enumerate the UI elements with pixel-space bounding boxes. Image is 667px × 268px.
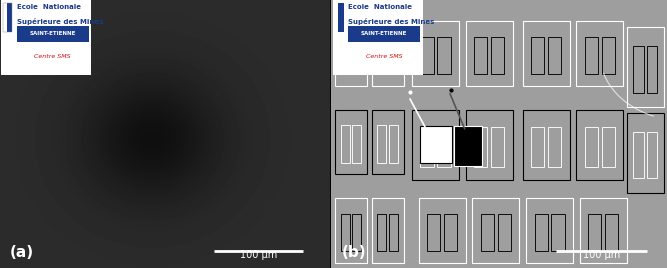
- Text: Centre SMS: Centre SMS: [366, 54, 402, 59]
- Text: 100 μm: 100 μm: [583, 250, 620, 260]
- Bar: [335, 21, 367, 86]
- Bar: [474, 126, 488, 167]
- Bar: [466, 21, 513, 86]
- Bar: [634, 46, 644, 93]
- Bar: [438, 126, 450, 167]
- Bar: [348, 25, 420, 42]
- Text: Ecole  Nationale: Ecole Nationale: [17, 4, 81, 10]
- Bar: [372, 198, 404, 263]
- Bar: [585, 126, 598, 167]
- Bar: [420, 126, 452, 163]
- Text: (a): (a): [10, 245, 34, 260]
- Bar: [17, 25, 89, 42]
- Bar: [531, 126, 544, 167]
- Bar: [341, 125, 350, 163]
- Text: (b): (b): [342, 245, 366, 260]
- Bar: [438, 37, 450, 74]
- Bar: [389, 125, 398, 163]
- Bar: [627, 113, 664, 193]
- Text: SAINT-ETIENNE: SAINT-ETIENNE: [361, 31, 408, 36]
- Text: 100 μm: 100 μm: [240, 250, 277, 260]
- Bar: [444, 214, 458, 251]
- Bar: [3, 3, 7, 32]
- Bar: [420, 126, 434, 167]
- Bar: [576, 21, 624, 86]
- Bar: [352, 37, 361, 74]
- Text: Supérieure des Mines: Supérieure des Mines: [17, 18, 103, 25]
- Bar: [341, 37, 350, 74]
- Bar: [627, 27, 664, 107]
- Bar: [605, 214, 618, 251]
- Bar: [580, 198, 627, 263]
- Bar: [389, 37, 398, 74]
- Bar: [481, 214, 494, 251]
- Bar: [378, 125, 386, 163]
- Bar: [647, 46, 657, 93]
- Bar: [427, 214, 440, 251]
- Bar: [602, 37, 615, 74]
- Bar: [389, 214, 398, 251]
- Text: Centre SMS: Centre SMS: [34, 54, 71, 59]
- Text: Supérieure des Mines: Supérieure des Mines: [348, 18, 434, 25]
- Bar: [576, 110, 624, 180]
- Bar: [335, 198, 367, 263]
- Bar: [498, 214, 511, 251]
- Bar: [3, 3, 12, 32]
- Bar: [454, 126, 482, 166]
- Bar: [335, 110, 367, 174]
- Bar: [585, 37, 598, 74]
- Bar: [548, 37, 561, 74]
- Bar: [419, 198, 466, 263]
- Bar: [420, 37, 434, 74]
- Bar: [588, 214, 602, 251]
- Bar: [552, 214, 564, 251]
- Bar: [491, 37, 504, 74]
- Bar: [634, 132, 644, 178]
- Bar: [412, 110, 459, 180]
- Bar: [474, 37, 488, 74]
- Bar: [602, 126, 615, 167]
- Bar: [3, 3, 12, 32]
- Bar: [526, 198, 573, 263]
- Bar: [378, 214, 386, 251]
- Text: SAINT-ETIENNE: SAINT-ETIENNE: [29, 31, 76, 36]
- Bar: [378, 37, 386, 74]
- Bar: [647, 132, 657, 178]
- Bar: [372, 110, 404, 174]
- Bar: [548, 126, 561, 167]
- Bar: [491, 126, 504, 167]
- Bar: [466, 110, 513, 180]
- Bar: [412, 21, 459, 86]
- Text: Ecole  Nationale: Ecole Nationale: [348, 4, 412, 10]
- Bar: [335, 3, 344, 32]
- Bar: [472, 198, 520, 263]
- Bar: [523, 110, 570, 180]
- Bar: [335, 3, 338, 32]
- Bar: [341, 214, 350, 251]
- Bar: [352, 214, 361, 251]
- Bar: [523, 21, 570, 86]
- Bar: [534, 214, 548, 251]
- Bar: [372, 21, 404, 86]
- Bar: [531, 37, 544, 74]
- Bar: [352, 125, 361, 163]
